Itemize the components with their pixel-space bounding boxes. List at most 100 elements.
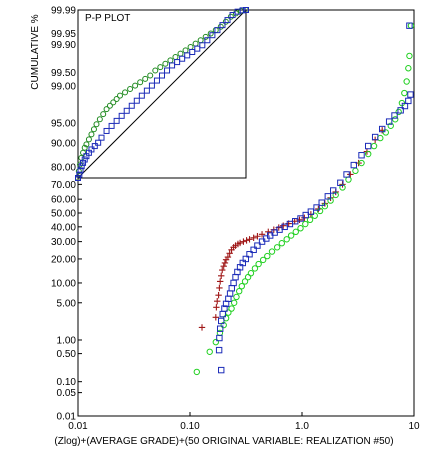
inset-data-point-square xyxy=(77,167,84,174)
inset-series-square-markers xyxy=(75,7,249,181)
data-point-circle xyxy=(241,278,249,285)
inset-data-point-square xyxy=(194,45,201,52)
y-tick-label: 80.00 xyxy=(51,163,76,174)
data-point-square xyxy=(242,255,250,263)
data-point-plus xyxy=(254,233,261,240)
inset-data-point-circle xyxy=(96,116,103,123)
inset-data-point-square xyxy=(239,7,246,14)
data-point-circle xyxy=(273,244,281,251)
data-point-circle xyxy=(259,256,267,264)
data-point-square xyxy=(343,171,350,178)
data-point-circle xyxy=(193,368,200,376)
data-point-circle xyxy=(339,184,346,191)
data-point-plus xyxy=(215,292,222,299)
x-axis-label: (Zlog)+(AVERAGE GRADE)+(50 ORIGINAL VARI… xyxy=(54,436,393,447)
data-point-circle xyxy=(230,299,238,306)
x-tick-label: 0.10 xyxy=(180,421,200,432)
inset-data-point-circle xyxy=(227,13,234,20)
inset-data-point-circle xyxy=(117,92,123,99)
inset-data-point-square xyxy=(169,62,176,69)
data-point-circle xyxy=(403,78,410,85)
data-point-circle xyxy=(405,65,412,72)
inset-data-point-square xyxy=(113,117,120,124)
y-tick-label: 5.00 xyxy=(57,298,77,309)
data-point-square xyxy=(221,305,228,312)
data-point-square xyxy=(324,193,332,200)
inset-data-point-square xyxy=(88,146,95,153)
inset-data-point-square xyxy=(98,134,105,141)
inset-data-point-square xyxy=(153,77,160,84)
data-point-square xyxy=(330,187,337,194)
data-point-circle xyxy=(233,293,240,301)
data-point-square xyxy=(307,208,315,215)
inset-data-point-square xyxy=(224,17,231,24)
inset-reference-line xyxy=(77,9,247,179)
data-point-square xyxy=(405,97,412,105)
data-point-square xyxy=(218,366,225,374)
inset-data-point-circle xyxy=(80,149,87,156)
data-point-square xyxy=(397,107,404,114)
data-point-plus xyxy=(250,234,257,241)
data-point-square xyxy=(385,118,393,125)
y-axis-label: CUMULATIVE % xyxy=(30,14,41,89)
data-point-square xyxy=(364,142,372,150)
data-point-circle xyxy=(264,252,271,260)
data-point-square xyxy=(318,199,325,206)
inset-data-point-circle xyxy=(93,121,100,128)
data-point-square xyxy=(215,346,223,354)
data-point-plus xyxy=(220,262,227,270)
data-point-square xyxy=(407,91,414,98)
data-point-square xyxy=(391,112,398,119)
inset-data-point-circle xyxy=(113,96,120,103)
inset-data-point-square xyxy=(214,27,221,34)
data-point-plus xyxy=(221,259,229,267)
data-point-circle xyxy=(287,232,295,239)
inset-data-point-square xyxy=(95,139,102,146)
y-tick-label: 20.00 xyxy=(51,254,76,265)
y-tick-label: 60.00 xyxy=(51,195,76,206)
data-point-circle xyxy=(255,260,262,268)
inset-data-point-circle xyxy=(110,99,117,106)
data-point-plus xyxy=(246,236,253,243)
y-tick-label: 0.05 xyxy=(57,388,77,399)
inset-data-point-square xyxy=(189,49,196,55)
inset-data-point-square xyxy=(128,102,135,109)
data-point-circle xyxy=(311,212,318,219)
x-tick-label: 10 xyxy=(408,421,420,432)
y-tick-label: 99.95 xyxy=(51,29,76,40)
inset-data-point-square xyxy=(243,7,249,13)
data-point-circle xyxy=(387,122,394,129)
y-tick-label: 95.00 xyxy=(51,119,76,130)
data-point-circle xyxy=(401,89,408,97)
y-tick-label: 70.00 xyxy=(51,180,76,191)
data-point-plus xyxy=(240,238,247,245)
inset-data-point-square xyxy=(164,67,171,74)
data-point-circle xyxy=(297,225,304,232)
data-point-plus xyxy=(280,222,287,229)
inset-data-point-square xyxy=(108,122,115,129)
data-point-plus xyxy=(212,314,220,321)
inset-data-point-circle xyxy=(202,33,209,40)
series-square-markers xyxy=(215,22,414,374)
inset-data-point-circle xyxy=(207,30,214,37)
data-point-circle xyxy=(236,287,243,295)
inset-data-point-circle xyxy=(127,85,134,92)
y-tick-label: 99.99 xyxy=(51,6,76,17)
data-point-circle xyxy=(206,348,213,355)
inset-data-point-square xyxy=(138,92,145,99)
data-point-plus xyxy=(214,298,221,305)
inset-data-point-square xyxy=(209,32,216,39)
inset-data-point-circle xyxy=(217,23,224,30)
inset-data-point-circle xyxy=(103,106,110,113)
data-point-square xyxy=(313,204,320,211)
inset-data-point-circle xyxy=(162,60,169,67)
data-point-square xyxy=(218,317,225,325)
inset-data-point-square xyxy=(148,82,155,89)
data-point-plus xyxy=(216,284,223,292)
y-tick-label: 1.00 xyxy=(57,335,77,346)
pp-plot-inset: P-P PLOT xyxy=(75,7,249,181)
inset-data-point-circle xyxy=(90,126,97,133)
y-tick-label: 10.00 xyxy=(51,278,76,289)
inset-data-point-circle xyxy=(83,141,90,148)
data-point-circle xyxy=(395,108,402,116)
